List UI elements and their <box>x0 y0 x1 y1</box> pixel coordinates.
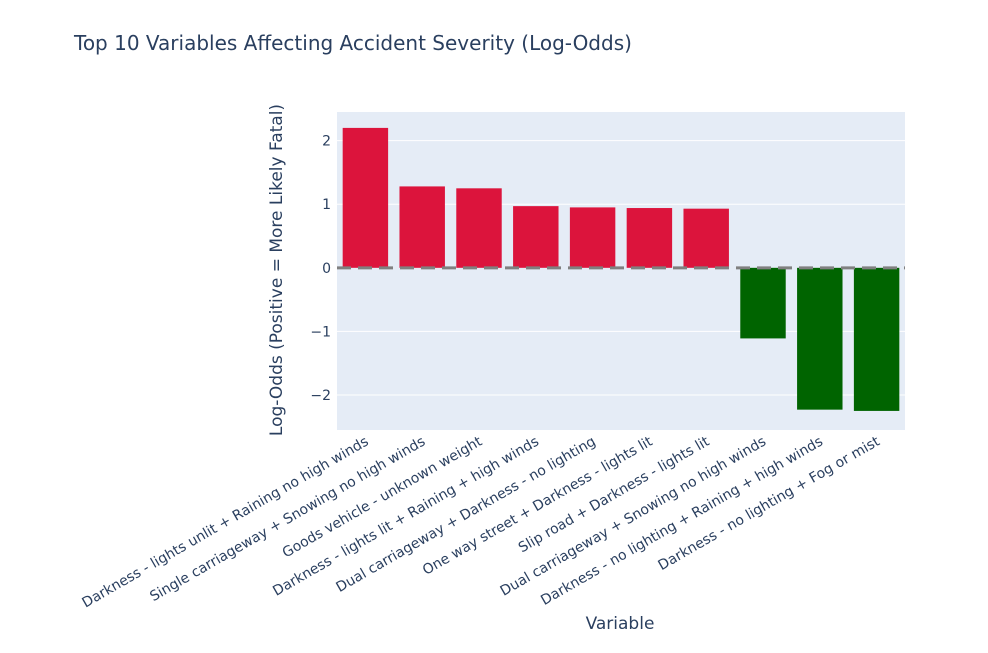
bar <box>399 186 445 268</box>
y-tick-label: 2 <box>322 134 331 150</box>
bar <box>569 207 616 268</box>
bar <box>456 188 502 268</box>
chart-title: Top 10 Variables Affecting Accident Seve… <box>73 31 632 55</box>
y-tick-label: 0 <box>322 261 331 277</box>
y-tick-label: 1 <box>322 197 331 213</box>
y-tick-label: −2 <box>310 388 331 404</box>
y-tick-label: −1 <box>310 324 331 340</box>
y-axis-title: Log-Odds (Positive = More Likely Fatal) <box>267 104 287 436</box>
bar <box>853 267 900 411</box>
bar <box>342 127 389 268</box>
bar <box>513 206 559 268</box>
x-axis-title: Variable <box>586 614 655 634</box>
bar <box>740 267 786 339</box>
bar <box>797 267 843 410</box>
bar <box>683 208 729 268</box>
bar <box>626 208 673 268</box>
